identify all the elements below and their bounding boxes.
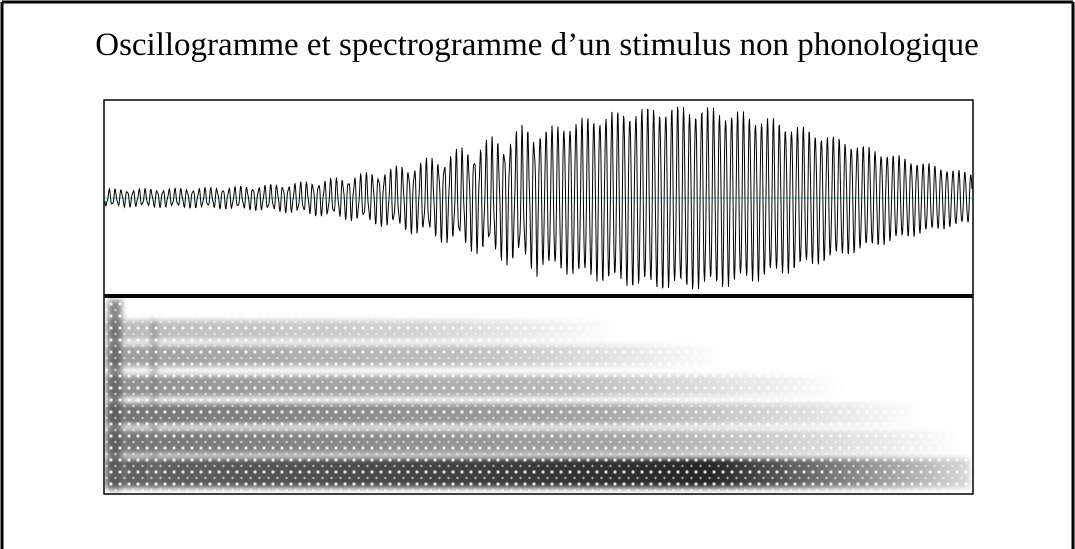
page: Oscillogramme et spectrogramme d’un stim… bbox=[0, 0, 1075, 549]
spectrogram bbox=[105, 297, 972, 494]
title: Oscillogramme et spectrogramme d’un stim… bbox=[95, 27, 979, 63]
figure: Oscillogramme et spectrogramme d’un stim… bbox=[0, 0, 1075, 549]
